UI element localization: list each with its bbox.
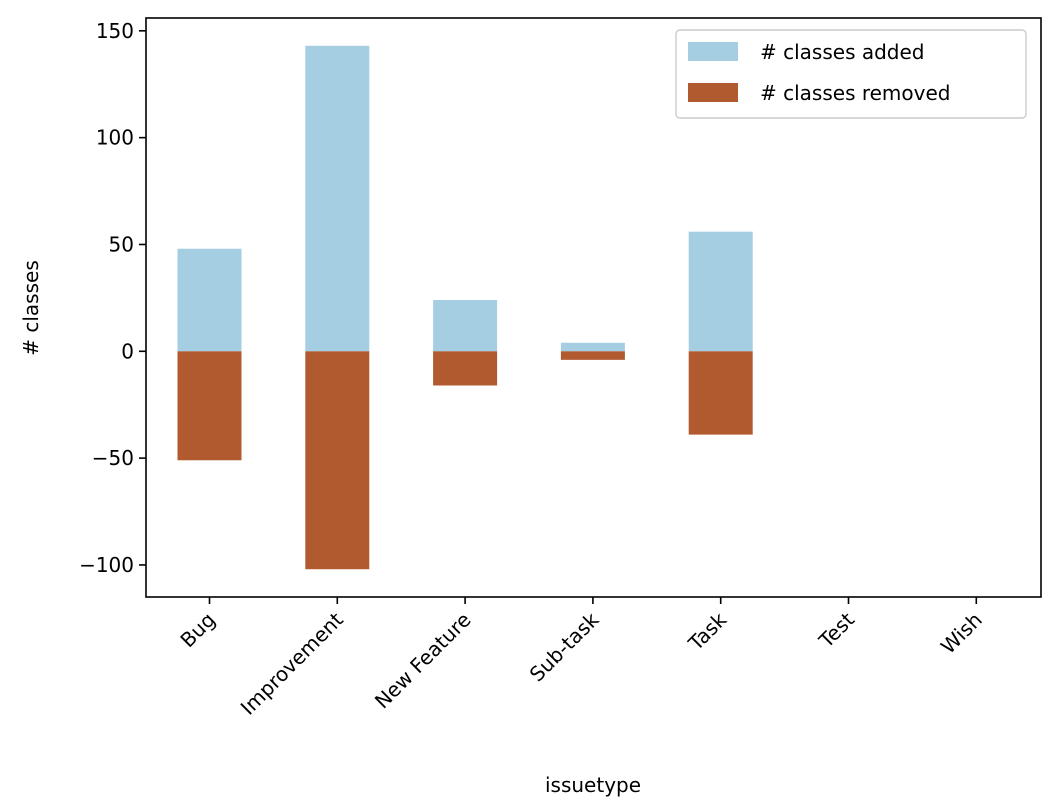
x-axis: Bug Improvement New Feature Sub-task Task Tes…: [175, 597, 987, 720]
bar-removed-sub-task: [560, 351, 625, 360]
legend-frame: [675, 29, 1027, 119]
legend-swatch-added: [688, 42, 738, 61]
bars-group: [177, 45, 753, 570]
bar-removed-new-feature: [433, 351, 498, 386]
x-tick-label: Bug: [175, 608, 220, 653]
x-tick-label: Test: [814, 607, 860, 653]
y-tick-label: −50: [92, 446, 134, 470]
x-tick-label: Wish: [936, 608, 987, 659]
y-tick-label: 100: [96, 126, 134, 150]
y-axis: −100 −50 0 50 100 150: [79, 19, 146, 577]
bar-added-improvement: [305, 45, 370, 352]
y-tick-label: 0: [121, 339, 134, 363]
legend-swatch-removed: [688, 83, 738, 102]
legend-label-added: # classes added: [760, 40, 925, 64]
legend-label-removed: # classes removed: [760, 81, 951, 105]
y-tick-label: 150: [96, 19, 134, 43]
y-tick-label: 50: [109, 232, 134, 256]
bar-added-bug: [177, 248, 242, 352]
bar-added-new-feature: [433, 300, 498, 352]
bar-removed-bug: [177, 351, 242, 461]
x-tick-label: New Feature: [370, 608, 476, 714]
x-tick-label: Improvement: [236, 607, 348, 719]
y-tick-label: −100: [79, 553, 134, 577]
x-tick-label: Task: [683, 607, 731, 655]
bar-removed-improvement: [305, 351, 370, 570]
bar-added-sub-task: [560, 342, 625, 352]
x-tick-label: Sub-task: [525, 607, 604, 686]
legend: # classes added # classes removed: [675, 29, 1027, 119]
y-axis-label: # classes: [19, 260, 43, 356]
x-axis-label: issuetype: [545, 773, 641, 797]
bar-added-task: [688, 231, 753, 352]
bar-removed-task: [688, 351, 753, 435]
